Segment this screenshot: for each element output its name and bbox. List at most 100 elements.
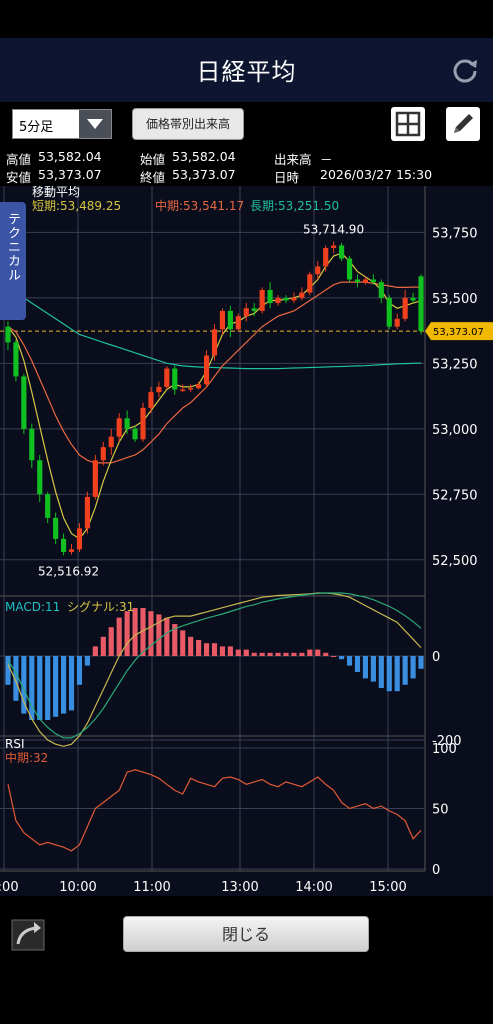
candle [275,295,281,306]
candle-body [84,496,90,529]
close-value: 53,373.07 [172,167,236,182]
macd-histogram-bar [140,608,146,656]
candle [323,245,329,272]
candle-body [100,447,106,461]
macd-histogram-bar [76,656,83,685]
candle [60,533,67,556]
candle [410,292,416,304]
macd-histogram-bar [156,614,162,656]
candle-body [29,428,35,461]
candle-body [394,318,400,327]
interval-select[interactable]: 5分足 [12,109,112,139]
macd-histogram-bar [307,649,313,656]
macd-label: MACD:11 [5,600,60,614]
y-tick-label: 53,500 [432,292,478,307]
high-value: 53,582.04 [38,149,102,164]
macd-histogram-bar [354,656,361,672]
candle-body [37,460,43,495]
candle [13,339,19,382]
candle [45,491,51,524]
pencil-icon [454,114,473,133]
candle [346,255,353,283]
candle [29,423,35,469]
x-tick-label: 14:00 [295,880,332,895]
back-arrow-icon[interactable] [10,918,46,952]
refresh-icon[interactable] [451,56,479,84]
candle [331,241,337,254]
date-value: 2026/03/27 15:30 [320,167,433,182]
high-label: 高値 [6,152,32,167]
rsi-tick-label: 0 [432,863,440,878]
technical-tab-label: テクニカル [5,212,20,282]
candle-body [331,245,337,249]
candle [5,321,11,351]
candle-body [259,289,265,311]
y-tick-label: 52,500 [432,554,478,569]
macd-histogram-bar [116,617,122,656]
macd-histogram-bar [108,627,114,656]
candle [37,455,43,503]
candle [100,441,106,466]
macd-histogram-bar [188,636,194,656]
close-button[interactable]: 閉じる [123,916,369,952]
candle [243,303,249,322]
macd-histogram-bar [259,652,265,656]
candle-body [378,282,384,298]
candle-body [148,392,154,408]
x-tick-label: 9:00 [0,880,19,895]
candle [124,410,130,435]
candle [251,303,257,317]
macd-histogram-bar [211,643,218,656]
candle [84,491,90,534]
candle [156,381,162,398]
candle-body [323,248,329,267]
candle-body [196,384,202,389]
candle [259,287,265,314]
rsi-tick-label: 50 [432,803,449,818]
macd-histogram-bar [275,652,281,656]
macd-histogram-bar [203,643,210,656]
macd-histogram-bar [331,656,337,657]
candle-body [219,310,226,330]
interval-value: 5分足 [19,120,54,135]
candle-body [370,279,376,283]
candle-body [203,355,210,385]
draw-button[interactable] [446,107,480,141]
candle [402,289,408,322]
technical-tab[interactable]: テクニカル [0,202,26,320]
volume-profile-button[interactable]: 価格帯別出来高 [132,108,244,140]
macd-histogram-bar [172,624,178,656]
price-info: 高値 53,582.04 始値 53,582.04 出来高 － 安値 53,37… [0,146,493,186]
macd-histogram-bar [196,640,202,656]
price-chart[interactable]: 9:00 10:00 11:00 13:00 14:00 15:00 53,750 53,50… [0,186,493,896]
y-tick-label: 52,750 [432,488,478,503]
candle-body [60,538,67,552]
candle [53,512,59,545]
macd-histogram-bar [45,656,51,720]
volume-value: － [320,152,333,167]
macd-histogram-bar [219,646,226,656]
candle-body [251,308,257,311]
candle [267,282,273,309]
grid-layout-button[interactable] [391,107,425,141]
footer: 閉じる [0,900,493,980]
y-tick-label: 53,000 [432,423,478,438]
candle-body [227,310,233,330]
candle-body [402,297,408,319]
candle-body [211,329,218,356]
candle [188,384,194,393]
candle-body [172,368,178,390]
candle [68,544,75,555]
macd-histogram-bar [243,649,249,656]
candle-body [13,342,19,377]
candle-body [275,297,281,304]
candle-body [315,266,321,275]
candle-body [354,279,361,283]
candle-body [45,494,51,518]
candle [164,365,170,390]
candle-body [299,292,305,298]
macd-tick-label: -200 [432,734,462,749]
candle-body [124,418,130,429]
chevron-down-icon [79,110,111,138]
macd-histogram-bar [29,656,35,720]
